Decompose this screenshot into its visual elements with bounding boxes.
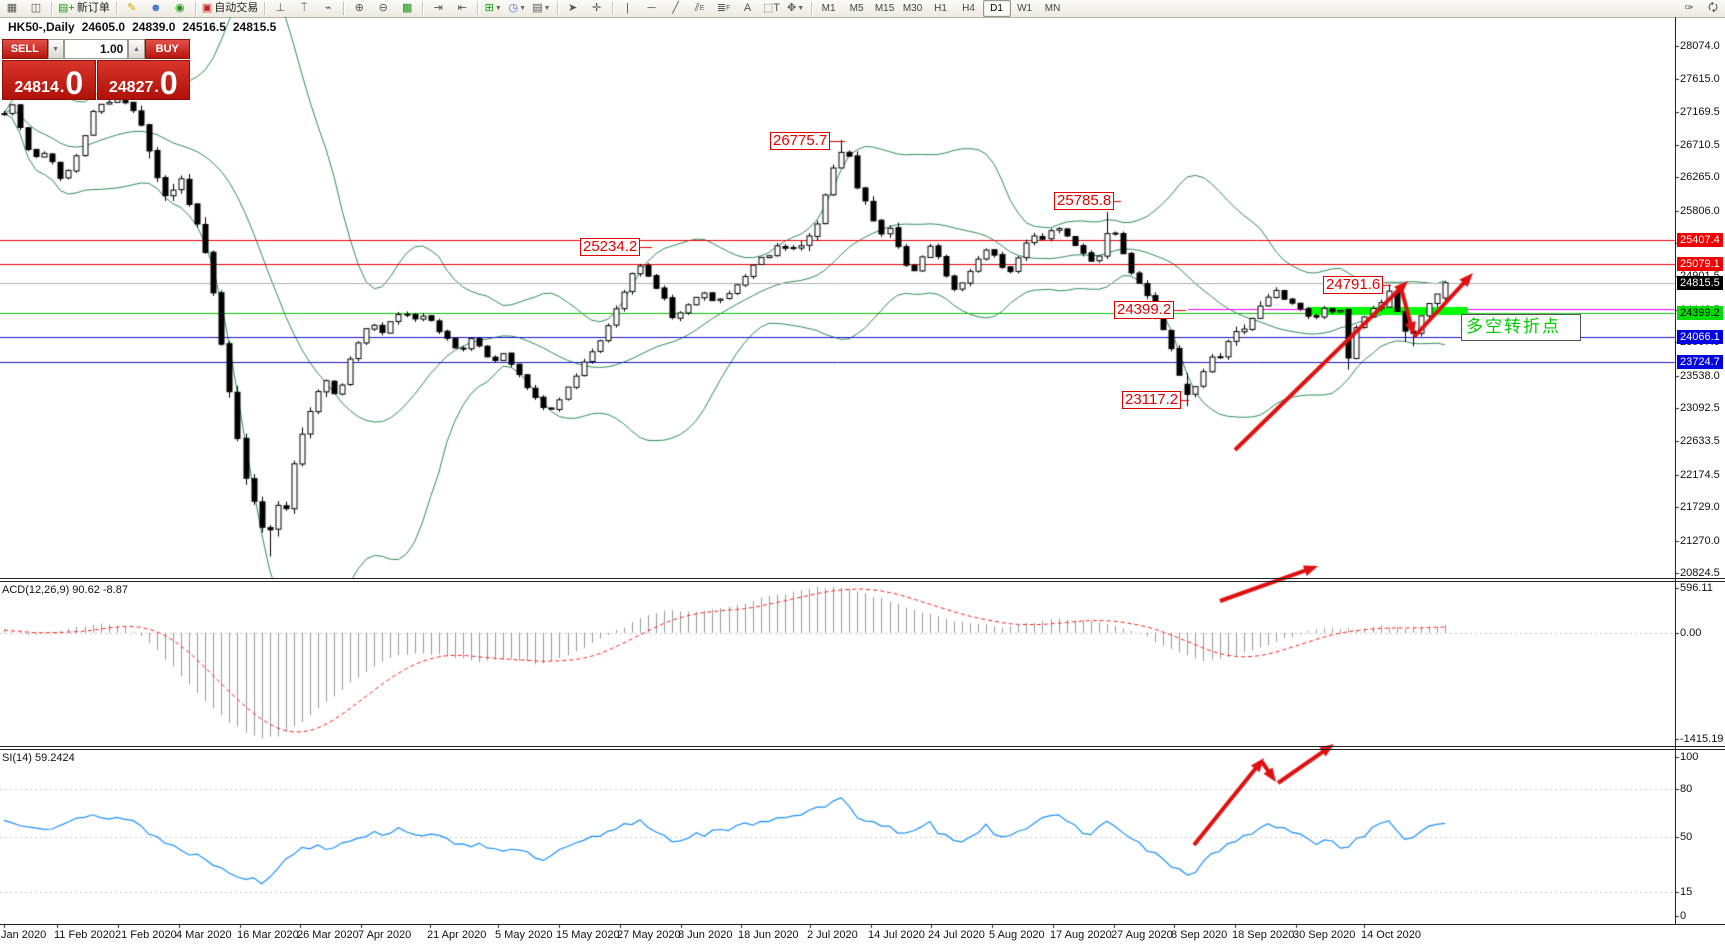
date-axis-label: 24 Jul 2020 <box>928 929 985 941</box>
price-axis-tick: 21270.0 <box>1680 534 1720 547</box>
macd-axis-tick: 0.00 <box>1680 626 1702 639</box>
volume-input[interactable]: 1.00 <box>63 39 129 59</box>
rsi-axis-tick: 15 <box>1680 886 1693 899</box>
rsi-axis-tick: 0 <box>1680 910 1687 922</box>
date-axis-label: 18 Sep 2020 <box>1232 929 1295 941</box>
date-axis-label: 15 May 2020 <box>556 929 620 941</box>
date-axis-label: 27 Aug 2020 <box>1111 929 1173 941</box>
date-axis-label: 8 Jun 2020 <box>678 929 733 941</box>
price-callout[interactable]: 23117.2 <box>1122 391 1182 409</box>
date-axis-label: 26 Mar 2020 <box>297 929 359 941</box>
date-axis-border <box>0 924 1725 925</box>
date-axis-label: 2 Jul 2020 <box>807 929 858 941</box>
price-axis-tick: 21729.0 <box>1680 501 1720 514</box>
price-level-label: 24399.2 <box>1677 306 1723 320</box>
date-axis-label: 21 Feb 2020 <box>115 929 177 941</box>
buy-price-main: 24827 <box>108 79 154 96</box>
date-axis-label: 4 Mar 2020 <box>176 929 232 941</box>
volume-decrease-button[interactable]: ▼ <box>47 39 64 59</box>
sell-price-big: 0 <box>65 64 84 101</box>
high-value: 24839.0 <box>132 20 176 34</box>
price-axis-tick: 23092.5 <box>1680 402 1720 415</box>
date-axis-label: 27 May 2020 <box>617 929 681 941</box>
price-callout[interactable]: 26775.7 <box>770 132 831 150</box>
date-axis-label: 11 Feb 2020 <box>54 929 115 941</box>
date-axis-label: 7 Apr 2020 <box>358 929 412 941</box>
pane-separator[interactable] <box>0 749 1725 750</box>
date-axis-label: 5 May 2020 <box>495 929 553 941</box>
sell-button[interactable]: SELL <box>2 39 48 59</box>
price-callout[interactable]: 24399.2 <box>1114 301 1175 319</box>
pane-separator[interactable] <box>0 581 1725 582</box>
price-axis-tick: 26265.0 <box>1680 171 1720 184</box>
buy-price-big: 0 <box>159 64 178 101</box>
chart-ohlc-header: HK50-,Daily 24605.0 24839.0 24516.5 24815.5 <box>8 20 283 34</box>
symbol-period: HK50-,Daily <box>8 20 75 34</box>
price-level-label: 25407.4 <box>1677 232 1723 247</box>
date-axis-label: 14 Oct 2020 <box>1361 929 1421 941</box>
price-callout[interactable]: 25785.8 <box>1054 192 1115 210</box>
date-axis-label: 14 Jul 2020 <box>868 929 925 941</box>
turning-point-annotation[interactable]: 多空转折点 <box>1461 314 1581 341</box>
sell-price-main: 24814 <box>14 79 59 96</box>
low-value: 24516.5 <box>182 20 226 34</box>
volume-increase-button[interactable]: ▲ <box>128 39 145 59</box>
macd-axis-tick: -1415.19 <box>1680 733 1724 745</box>
price-axis-tick: 28074.0 <box>1680 39 1720 52</box>
price-callout[interactable]: 25234.2 <box>580 238 641 256</box>
sell-price-display[interactable]: 24814. 0 <box>2 60 96 100</box>
date-axis-label: 17 Aug 2020 <box>1050 929 1112 941</box>
open-value: 24605.0 <box>81 20 126 34</box>
price-callout[interactable]: 24791.6 <box>1323 276 1384 294</box>
price-level-label: 24066.1 <box>1677 330 1723 345</box>
date-axis-label: 18 Jun 2020 <box>738 929 799 941</box>
price-axis-tick: 23538.0 <box>1680 369 1720 382</box>
buy-button[interactable]: BUY <box>144 39 190 59</box>
price-axis-tick: 26710.5 <box>1680 138 1720 151</box>
price-axis-tick: 22633.5 <box>1680 435 1720 448</box>
price-axis-tick: 25806.0 <box>1680 204 1720 217</box>
date-axis-label: Jan 2020 <box>1 929 47 941</box>
one-click-trading-panel: SELL ▼ 1.00 ▲ BUY 24814. 0 24827. 0 <box>2 39 190 100</box>
rsi-indicator-label: SI(14) 59.2424 <box>2 752 75 764</box>
rsi-axis-tick: 50 <box>1680 830 1693 843</box>
buy-price-display[interactable]: 24827. 0 <box>96 60 190 101</box>
price-level-label: 23724.7 <box>1677 355 1723 370</box>
date-axis-label: 8 Sep 2020 <box>1171 929 1228 941</box>
price-axis-tick: 20824.5 <box>1680 567 1720 580</box>
macd-indicator-label: ACD(12,26,9) 90.62 -8.87 <box>2 584 128 596</box>
pane-separator[interactable] <box>0 578 1725 579</box>
date-axis-label: 5 Aug 2020 <box>989 929 1045 941</box>
price-axis-tick: 27169.5 <box>1680 105 1720 118</box>
price-axis-tick: 22174.5 <box>1680 468 1720 481</box>
price-axis-border <box>1675 17 1676 925</box>
pane-separator[interactable] <box>0 746 1725 747</box>
macd-axis-tick: 596.11 <box>1680 582 1713 594</box>
date-axis-label: 30 Sep 2020 <box>1293 929 1356 941</box>
price-level-label: 24815.5 <box>1677 275 1723 290</box>
price-level-label: 25079.1 <box>1677 256 1723 271</box>
rsi-axis-tick: 80 <box>1680 782 1693 795</box>
close-value: 24815.5 <box>232 20 277 34</box>
price-axis-tick: 27615.0 <box>1680 73 1720 86</box>
date-axis-label: 16 Mar 2020 <box>237 929 299 941</box>
date-axis-label: 21 Apr 2020 <box>427 929 487 941</box>
rsi-axis-tick: 100 <box>1680 751 1699 763</box>
